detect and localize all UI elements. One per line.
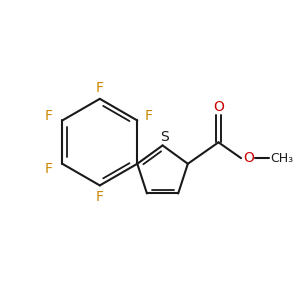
Text: CH₃: CH₃ [271,152,294,165]
Text: O: O [213,100,224,114]
Text: F: F [145,109,153,123]
Text: F: F [44,109,52,123]
Text: O: O [244,151,254,165]
Text: F: F [96,190,104,204]
Text: F: F [44,162,52,176]
Text: F: F [96,81,104,95]
Text: S: S [160,130,169,144]
